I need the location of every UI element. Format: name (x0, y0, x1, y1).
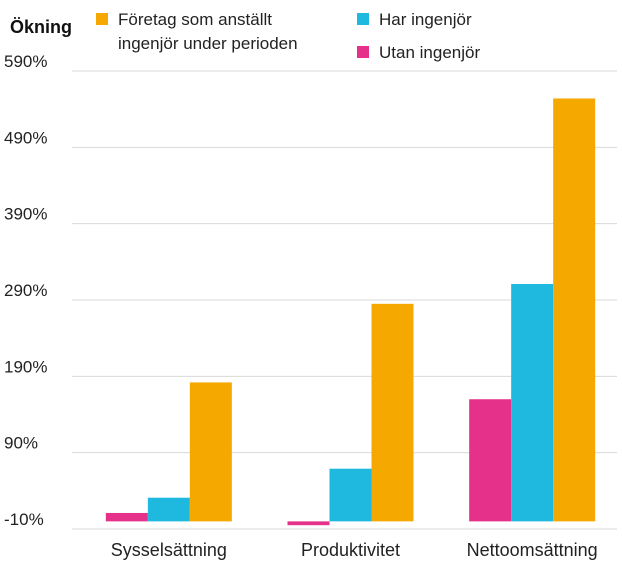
y-tick-label: 390% (4, 205, 47, 224)
bar (329, 468, 372, 522)
x-tick-label: Nettoomsättning (467, 540, 598, 560)
legend-swatch (357, 13, 369, 25)
legend-label: Har ingenjör (379, 10, 472, 29)
y-tick-label: 190% (4, 357, 47, 376)
y-tick-label: -10% (4, 510, 44, 529)
grid (72, 70, 617, 530)
legend: Företag som anställt ingenjör under perio… (96, 10, 480, 62)
bar (147, 497, 190, 522)
bar (189, 382, 232, 522)
bar (469, 399, 512, 522)
y-tick-label: 290% (4, 281, 47, 300)
bar (105, 512, 148, 522)
x-tick-label: Produktivitet (301, 540, 400, 560)
legend-label: ingenjör under perioden (118, 34, 298, 53)
bar (287, 521, 330, 526)
y-tick-label: 490% (4, 128, 47, 147)
bar (371, 303, 414, 522)
legend-swatch (357, 46, 369, 58)
bar (553, 98, 596, 522)
x-ticks: Sysselsättning Produktivitet Nettoomsättni… (111, 540, 598, 560)
bars (105, 98, 596, 526)
x-tick-label: Sysselsättning (111, 540, 227, 560)
y-axis-label: Ökning (10, 17, 72, 37)
y-tick-label: 90% (4, 434, 38, 453)
y-ticks: -10% 90% 190% 290% 390% 490% 590% (4, 52, 47, 529)
y-tick-label: 590% (4, 52, 47, 71)
legend-label: Utan ingenjör (379, 43, 480, 62)
legend-label: Företag som anställt (118, 10, 272, 29)
legend-swatch (96, 13, 108, 25)
bar (511, 283, 554, 522)
